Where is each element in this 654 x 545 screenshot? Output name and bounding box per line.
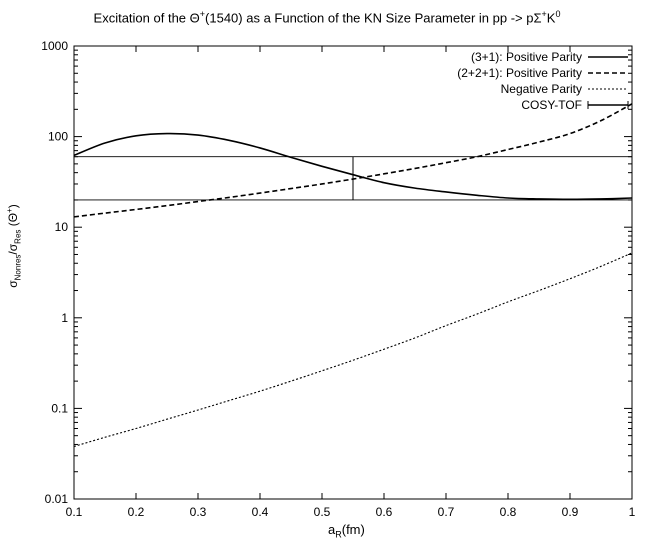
y-tick-label: 100 [48, 130, 68, 144]
y-tick-label: 1 [61, 311, 68, 325]
x-axis-label: aR(fm) [328, 522, 365, 540]
legend-label: (2+2+1): Positive Parity [457, 66, 582, 80]
y-tick-label: 0.01 [45, 492, 69, 506]
x-tick-label: 1 [629, 505, 636, 519]
x-tick-label: 0.2 [128, 505, 145, 519]
legend-label: COSY-TOF [521, 98, 582, 112]
x-tick-label: 0.1 [66, 505, 83, 519]
legend-label: Negative Parity [501, 82, 582, 96]
y-tick-label: 0.1 [51, 401, 68, 415]
chart-title: Excitation of the Θ+(1540) as a Function… [93, 9, 561, 26]
y-tick-label: 10 [55, 220, 69, 234]
x-tick-label: 0.6 [376, 505, 393, 519]
x-tick-label: 0.7 [438, 505, 455, 519]
series-line [73, 252, 633, 447]
x-tick-label: 0.8 [500, 505, 517, 519]
plot-frame [73, 45, 633, 500]
legend-label: (3+1): Positive Parity [471, 50, 582, 64]
x-tick-label: 0.5 [314, 505, 331, 519]
x-tick-label: 0.9 [562, 505, 579, 519]
x-tick-label: 0.3 [190, 505, 207, 519]
x-tick-label: 0.4 [252, 505, 269, 519]
y-tick-label: 1000 [41, 39, 68, 53]
y-axis-label: σNonres/σRes (Θ+) [5, 204, 23, 288]
